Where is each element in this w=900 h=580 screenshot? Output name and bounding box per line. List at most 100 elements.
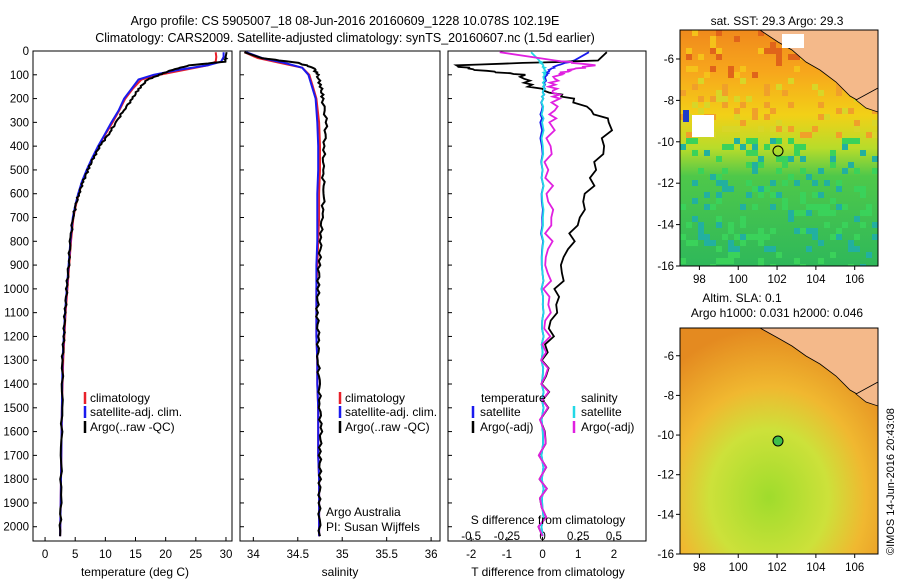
sst-pixel — [776, 126, 782, 132]
sst-pixel — [758, 264, 764, 266]
sst-pixel — [758, 162, 764, 168]
sst-pixel — [830, 198, 836, 204]
sst-pixel — [866, 132, 872, 138]
sst-pixel — [800, 192, 806, 198]
sst-pixel — [698, 234, 704, 240]
x-tick-label: 25 — [189, 549, 202, 561]
sst-pixel — [782, 180, 788, 186]
sst-pixel — [740, 102, 746, 108]
salinity-series — [243, 51, 329, 537]
difference-series — [453, 51, 614, 537]
sst-pixel — [764, 234, 770, 240]
series-line — [499, 51, 596, 537]
series-line — [530, 51, 548, 537]
sst-pixel — [770, 138, 776, 144]
depth-tick-label: 1500 — [3, 403, 29, 415]
x-tick-label: 34 — [247, 549, 260, 561]
sst-pixel — [752, 234, 758, 240]
depth-tick-label: 1400 — [3, 379, 29, 391]
sst-pixel — [836, 108, 842, 114]
sla-map — [680, 328, 878, 554]
sst-pixel — [710, 174, 716, 180]
sst-pixel — [758, 228, 764, 234]
sst-pixel — [752, 108, 758, 114]
sst-pixel — [710, 240, 716, 246]
x-tick-label: 30 — [220, 549, 233, 561]
x-tick-label: 2 — [611, 549, 617, 561]
sst-pixel — [734, 36, 740, 42]
sst-pixel — [740, 78, 746, 84]
sst-pixel — [716, 30, 722, 36]
difference-xlabel: T difference from climatology — [471, 565, 625, 579]
map-lat-label: -6 — [664, 351, 674, 363]
sst-pixel — [716, 156, 722, 162]
sst-pixel — [734, 138, 740, 144]
sla-argo-marker — [772, 435, 784, 447]
map-lon-label: 102 — [767, 562, 786, 574]
map-lat-label: -16 — [657, 261, 674, 273]
sst-pixel — [716, 54, 722, 60]
sst-pixel — [680, 90, 686, 96]
x-tick-label: 36 — [425, 549, 438, 561]
sst-pixel — [836, 234, 842, 240]
sst-pixel — [770, 192, 776, 198]
sst-pixel — [734, 114, 740, 120]
sst-pixel — [824, 204, 830, 210]
sst-pixel — [752, 144, 758, 150]
sst-pixel — [680, 204, 686, 210]
sst-pixel — [848, 264, 854, 266]
sst-pixel — [806, 132, 812, 138]
sst-pixel — [704, 234, 710, 240]
sst-pixel — [710, 66, 716, 72]
sst-pixel — [728, 258, 734, 264]
x-tick-label: 0 — [42, 549, 48, 561]
series-line — [59, 52, 218, 537]
sst-pixel — [752, 72, 758, 78]
sst-pixel — [860, 192, 866, 198]
x-tick-label: 35.5 — [375, 549, 397, 561]
sst-pixel — [812, 204, 818, 210]
sst-pixel — [836, 186, 842, 192]
depth-tick-label: 1100 — [4, 308, 29, 320]
sst-pixel — [746, 192, 752, 198]
series-line — [59, 52, 225, 537]
sst-pixel — [758, 258, 764, 264]
depth-tick-label: 700 — [10, 213, 29, 225]
sst-pixel — [788, 78, 794, 84]
temp-legend-argo: Argo(..raw -QC) — [90, 420, 175, 434]
sst-pixel — [842, 108, 848, 114]
depth-tick-label: 800 — [10, 236, 29, 248]
sst-pixel — [776, 252, 782, 258]
sst-pixel — [764, 246, 770, 252]
sst-pixel — [782, 126, 788, 132]
map-lat-label: -8 — [664, 95, 674, 107]
sst-pixel — [752, 114, 758, 120]
sst-pixel — [698, 54, 704, 60]
x-tick-label: 20 — [159, 549, 172, 561]
sst-pixel — [704, 72, 710, 78]
sst-pixel — [836, 90, 842, 96]
sst-pixel — [740, 144, 746, 150]
sst-pixel — [716, 90, 722, 96]
map-lon-label: 100 — [729, 562, 748, 574]
sst-map-frame — [679, 29, 879, 267]
depth-tick-label: 400 — [10, 141, 29, 153]
sst-pixel — [824, 210, 830, 216]
x-tick-label: -2 — [466, 549, 476, 561]
sst-pixel — [836, 84, 842, 90]
sst-pixel — [842, 204, 848, 210]
sst-pixel — [686, 240, 692, 246]
sst-pixel — [758, 156, 764, 162]
sst-pixel — [740, 120, 746, 126]
sst-pixel — [722, 258, 728, 264]
diff-legend-temp-satellite: satellite — [480, 405, 521, 419]
sst-pixel — [806, 210, 812, 216]
sst-pixel — [734, 96, 740, 102]
sst-pixel — [854, 216, 860, 222]
sst-noise — [680, 30, 878, 266]
salinity-annotation-2: PI: Susan Wijffels — [326, 520, 420, 534]
sst-pixel — [818, 258, 824, 264]
map-lon-label: 106 — [845, 562, 864, 574]
sst-pixel — [758, 240, 764, 246]
